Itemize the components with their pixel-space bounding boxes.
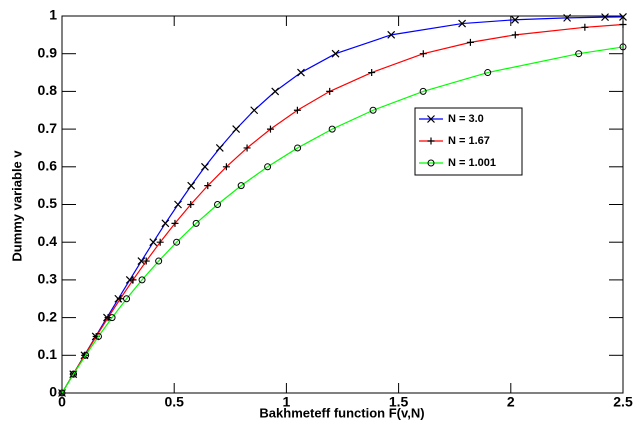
data-point [204, 182, 212, 190]
series-line [61, 16, 624, 394]
y-tick-label: 0.9 [38, 44, 58, 60]
data-point [601, 13, 609, 22]
data-point [173, 238, 181, 246]
x-tick-label: 0.5 [164, 394, 184, 410]
data-point [328, 125, 336, 133]
data-point [138, 276, 146, 284]
data-point [294, 144, 302, 152]
legend-label: N = 3.0 [448, 113, 484, 125]
y-tick-label: 0.2 [38, 308, 58, 324]
data-point [484, 69, 492, 77]
data-point [187, 201, 195, 208]
x-tick-label: 1 [283, 394, 291, 410]
data-point [575, 50, 583, 58]
legend-marker [427, 115, 435, 123]
y-tick-label: 1 [49, 7, 57, 23]
legend-marker [427, 137, 435, 145]
data-point [466, 38, 474, 46]
data-point [368, 69, 376, 77]
data-point [116, 295, 124, 303]
data-point [271, 87, 280, 96]
data-point [155, 257, 163, 265]
y-tick-label: 0.5 [38, 195, 58, 211]
data-point [619, 43, 627, 51]
data-point [232, 125, 241, 134]
data-point [387, 30, 396, 39]
data-point [511, 15, 519, 24]
data-point [108, 314, 116, 322]
y-tick-label: 0.6 [38, 158, 58, 174]
y-tick-label: 0.3 [38, 271, 58, 287]
x-tick-label: 0 [58, 394, 66, 410]
data-point [297, 68, 305, 77]
data-point [187, 181, 196, 190]
data-point [458, 19, 467, 28]
y-tick-label: 0 [49, 384, 57, 400]
plot-frame [61, 15, 624, 394]
data-point [123, 295, 131, 303]
data-point [142, 257, 150, 265]
x-axis-label: Bakhmeteff function F(v,N) [259, 405, 424, 420]
data-point [82, 351, 90, 359]
data-point [129, 276, 137, 284]
data-point [619, 20, 627, 28]
data-point [511, 31, 519, 39]
data-point [174, 200, 182, 209]
y-tick-label: 0.4 [38, 233, 58, 249]
x-tick-label: 1.5 [389, 394, 409, 410]
data-point [137, 257, 146, 265]
data-point [70, 370, 78, 378]
x-tick-label: 2.5 [613, 394, 633, 410]
data-point [369, 106, 377, 114]
data-point [156, 238, 164, 246]
y-tick-label: 0.7 [38, 120, 58, 136]
data-point [563, 13, 572, 22]
data-point [201, 162, 209, 171]
data-point [419, 87, 427, 95]
data-point [243, 144, 251, 152]
data-point [149, 238, 158, 247]
data-point [161, 219, 170, 228]
data-point [581, 23, 589, 31]
y-tick-label: 0.8 [38, 82, 58, 98]
data-point [171, 219, 179, 227]
x-tick-label: 2 [507, 394, 515, 410]
data-point [331, 49, 340, 58]
data-point [266, 125, 274, 133]
data-point [58, 389, 66, 397]
data-point [419, 50, 427, 58]
legend-label: N = 1.001 [448, 157, 496, 169]
data-point [192, 219, 200, 227]
data-point [237, 182, 245, 190]
data-point [250, 106, 259, 115]
data-point [619, 12, 627, 21]
data-point [214, 201, 222, 208]
data-point [222, 163, 230, 171]
data-point [264, 163, 272, 171]
legend-marker [427, 159, 435, 167]
data-point [94, 332, 102, 340]
data-point [215, 144, 224, 152]
series-line [61, 23, 624, 394]
y-tick-label: 0.1 [38, 346, 58, 362]
data-point [326, 87, 334, 95]
legend-label: N = 1.67 [448, 135, 490, 147]
data-point [293, 106, 301, 114]
data-point [104, 314, 112, 322]
y-axis-label: Dummy variable v [9, 150, 24, 262]
series-line [61, 46, 624, 394]
